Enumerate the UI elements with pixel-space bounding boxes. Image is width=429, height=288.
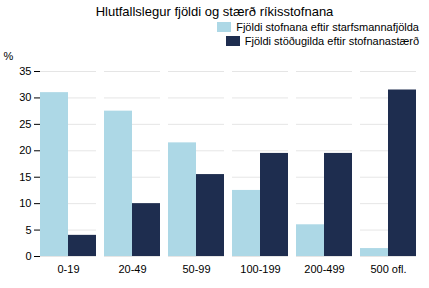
svg-text:25: 25 bbox=[19, 118, 31, 130]
svg-text:0-19: 0-19 bbox=[57, 263, 79, 275]
svg-text:500 ofl.: 500 ofl. bbox=[370, 263, 406, 275]
svg-text:200-499: 200-499 bbox=[304, 263, 344, 275]
svg-text:35: 35 bbox=[19, 65, 31, 77]
svg-text:15: 15 bbox=[19, 171, 31, 183]
html-text:Fjöldi stöðugilda eftir stofna: Fjöldi stöðugilda eftir stofnanastærð bbox=[244, 35, 419, 47]
svg-text:10: 10 bbox=[19, 197, 31, 209]
html-text:Hlutfallslegur fjöldi og stærð: Hlutfallslegur fjöldi og stærð ríkisstof… bbox=[95, 4, 334, 19]
svg-text:5: 5 bbox=[25, 224, 31, 236]
svg-text:0: 0 bbox=[25, 250, 31, 262]
html-text:Fjöldi stofnana eftir starfsma: Fjöldi stofnana eftir starfsmannafjölda bbox=[236, 21, 419, 33]
svg-text:%: % bbox=[4, 50, 14, 62]
svg-text:30: 30 bbox=[19, 91, 31, 103]
svg-text:20: 20 bbox=[19, 144, 31, 156]
svg-text:100-199: 100-199 bbox=[240, 263, 280, 275]
svg-text:50-99: 50-99 bbox=[182, 263, 210, 275]
svg-text:20-49: 20-49 bbox=[118, 263, 146, 275]
